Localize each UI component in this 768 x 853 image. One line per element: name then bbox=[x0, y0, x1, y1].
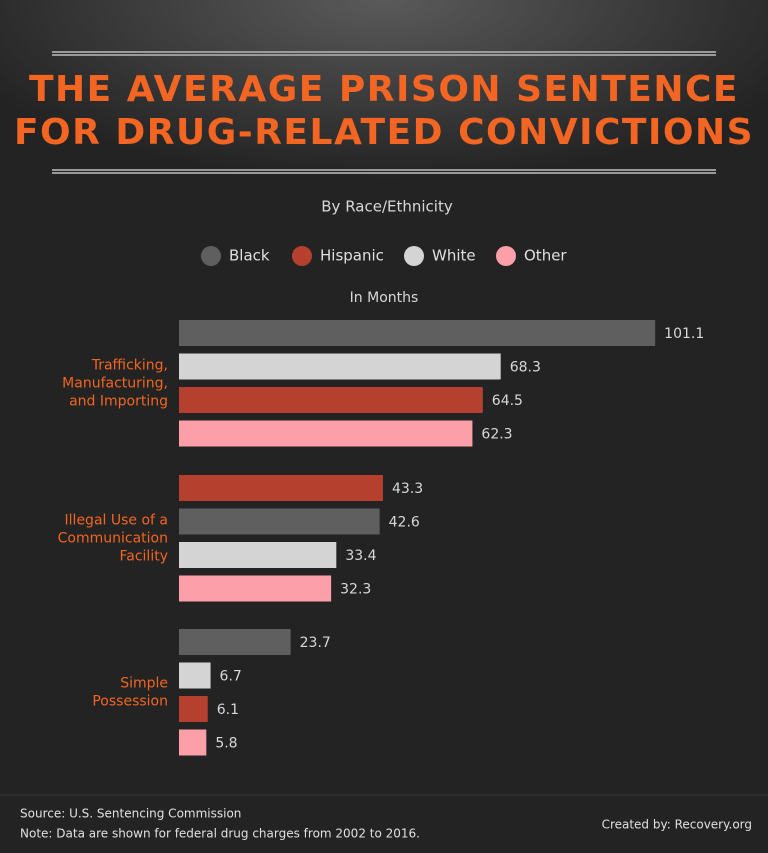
bar bbox=[179, 420, 473, 447]
value-label: 62.3 bbox=[481, 427, 512, 443]
legend-label: Hispanic bbox=[320, 247, 384, 265]
value-label: 32.3 bbox=[340, 582, 371, 598]
legend-swatch bbox=[496, 246, 516, 266]
bar bbox=[179, 662, 211, 689]
value-label: 5.8 bbox=[215, 736, 237, 752]
axis-label: In Months bbox=[350, 290, 419, 306]
note: Note: Data are shown for federal drug ch… bbox=[20, 827, 420, 841]
legend-swatch bbox=[292, 246, 312, 266]
category-label: Facility bbox=[120, 548, 169, 564]
value-label: 6.1 bbox=[217, 702, 239, 718]
legend-label: Other bbox=[524, 247, 567, 265]
source: Source: U.S. Sentencing Commission bbox=[20, 807, 241, 821]
barbed-wire bbox=[52, 51, 716, 174]
category-label: Trafficking, bbox=[91, 357, 168, 373]
bar bbox=[179, 475, 383, 501]
bar bbox=[179, 696, 208, 722]
title-line: FOR DRUG-RELATED CONVICTIONS bbox=[14, 112, 754, 153]
value-label: 101.1 bbox=[664, 326, 704, 342]
bar bbox=[179, 387, 483, 413]
value-label: 43.3 bbox=[392, 481, 423, 497]
bar bbox=[179, 542, 337, 568]
value-label: 6.7 bbox=[220, 669, 242, 685]
category-label: Possession bbox=[92, 693, 168, 709]
credit: Created by: Recovery.org bbox=[602, 818, 752, 832]
value-label: 42.6 bbox=[389, 515, 420, 531]
legend-label: Black bbox=[229, 247, 270, 265]
bar bbox=[179, 353, 501, 380]
subtitle: By Race/Ethnicity bbox=[321, 198, 453, 216]
value-label: 23.7 bbox=[300, 635, 331, 651]
bar bbox=[179, 729, 207, 756]
legend-label: White bbox=[432, 247, 476, 265]
category-label: and Importing bbox=[69, 393, 168, 409]
legend-swatch bbox=[404, 246, 424, 266]
category-label: Communication bbox=[58, 530, 168, 546]
bar bbox=[179, 575, 332, 602]
category-label: Manufacturing, bbox=[62, 375, 168, 391]
bar bbox=[179, 629, 291, 655]
legend-swatch bbox=[201, 246, 221, 266]
title-line: THE AVERAGE PRISON SENTENCE bbox=[29, 69, 739, 110]
value-label: 33.4 bbox=[345, 548, 376, 564]
bar bbox=[179, 320, 656, 346]
category-label: Illegal Use of a bbox=[65, 512, 168, 528]
value-label: 64.5 bbox=[492, 393, 523, 409]
category-label: Simple bbox=[120, 675, 168, 691]
value-label: 68.3 bbox=[510, 360, 541, 376]
bar bbox=[179, 508, 380, 535]
background-glow bbox=[0, 0, 768, 300]
